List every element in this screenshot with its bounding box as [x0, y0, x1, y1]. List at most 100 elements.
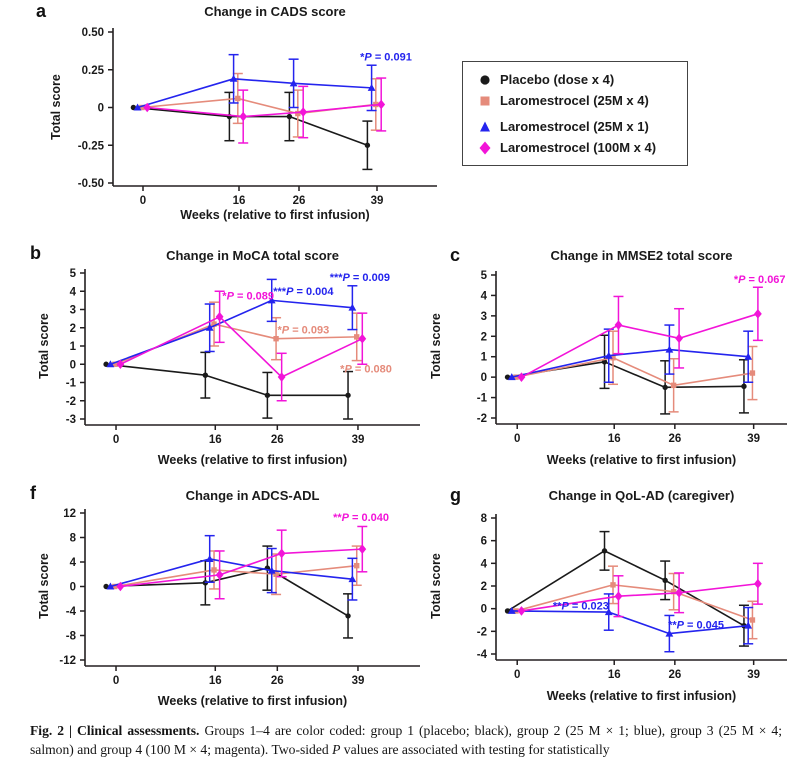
y-tick-label: -1	[66, 378, 77, 390]
series-line	[106, 363, 349, 397]
caption-body-1: Groups 1–4 are color coded: group 1 (pla…	[30, 723, 782, 757]
circle-marker-icon	[480, 74, 490, 85]
y-tick-label: 0.25	[82, 65, 105, 77]
tick-labels: 0.50 0.25 0 -0.25 -0.50 0 16 26 39	[78, 27, 384, 207]
tick-labels: 5 4 3 2 1 0 -1 -2 -3 0 16 26 39	[66, 268, 365, 446]
series-line	[515, 356, 753, 387]
panel-f-letter: f	[30, 483, 36, 503]
y-tick-label: 2	[481, 581, 487, 593]
panel-g: g Change in QoL-AD (caregiver) Total sco…	[425, 478, 797, 718]
panel-g-plot: 8 6 4 2 0 -2 -4 0 16 26 39 **P = 0.023 **P = 0.045	[477, 513, 787, 681]
panel-f: f Change in ADCS-ADL Total score 12 8 4 0 -4…	[28, 478, 423, 718]
y-tick-label: 4	[481, 290, 488, 302]
y-tick-label: -4	[66, 606, 77, 618]
y-tick-label: 0	[98, 103, 104, 115]
p-value-annotation: *P = 0.089	[222, 290, 274, 302]
tick-labels: 5 4 3 2 1 0 -1 -2 0 16 26 39	[477, 270, 760, 445]
legend-item-placebo: Placebo (dose x 4)	[476, 69, 687, 90]
series-salmon	[513, 330, 758, 413]
y-tick-label: 0	[481, 372, 487, 384]
panel-c-plot: 5 4 3 2 1 0 -1 -2 0 16 26 39 *P = 0.067	[477, 270, 787, 445]
panel-b-letter: b	[30, 243, 41, 263]
y-tick-label: -8	[66, 631, 77, 643]
series-line	[106, 567, 349, 617]
y-tick-label: -12	[59, 655, 76, 667]
ticks	[80, 512, 359, 671]
x-tick-label: 39	[352, 675, 365, 687]
y-tick-label: -1	[477, 393, 488, 405]
p-value-annotation: **P = 0.045	[668, 620, 724, 632]
panel-a-title: Change in CADS score	[204, 4, 346, 19]
series-blue	[507, 324, 754, 383]
x-tick-label: 26	[293, 195, 306, 207]
y-tick-label: 4	[70, 557, 77, 569]
series-line	[507, 550, 745, 627]
series-line	[515, 584, 753, 621]
series-magenta	[517, 286, 763, 382]
series-black	[504, 334, 749, 415]
y-tick-label: 1	[481, 352, 488, 364]
ticks	[491, 517, 755, 665]
y-tick-label: -4	[477, 649, 488, 661]
x-tick-label: 0	[113, 434, 119, 446]
x-tick-label: 0	[113, 675, 119, 687]
y-tick-label: 3	[481, 311, 487, 323]
x-tick-label: 0	[140, 195, 146, 207]
x-tick-label: 39	[747, 433, 760, 445]
series-line	[521, 582, 758, 612]
panel-a-xlabel: Weeks (relative to first infusion)	[180, 208, 370, 222]
axes	[495, 514, 787, 661]
caption-lead: Fig. 2 | Clinical assessments.	[30, 723, 200, 738]
y-tick-label: -2	[477, 413, 487, 425]
p-value-annotation: ***P = 0.009	[330, 272, 390, 284]
series-line	[137, 78, 372, 109]
triangle-marker-icon	[480, 121, 490, 131]
figure-caption: Fig. 2 | Clinical assessments. Groups 1–…	[30, 722, 782, 779]
y-tick-label: 12	[63, 508, 76, 520]
panel-g-xlabel: Weeks (relative to first infusion)	[546, 689, 737, 703]
legend: Placebo (dose x 4) Laromestrocel (25M x …	[462, 61, 688, 166]
axes	[84, 509, 420, 667]
series-salmon	[139, 72, 381, 138]
p-value-annotation: **P = 0.040	[333, 512, 389, 524]
series-black	[130, 91, 373, 171]
ticks	[491, 274, 755, 429]
legend-label: Placebo (dose x 4)	[500, 72, 615, 87]
series-line	[521, 313, 759, 378]
y-tick-label: 5	[70, 268, 77, 280]
x-tick-label: 16	[209, 434, 222, 446]
y-tick-label: 5	[481, 270, 488, 282]
x-tick-label: 16	[608, 669, 621, 681]
p-value-annotation: *P = 0.067	[734, 274, 786, 286]
panel-a: a Change in CADS score Total score 0.50 0…	[35, 2, 445, 234]
series-line	[120, 316, 363, 378]
y-tick-label: 0	[70, 359, 76, 371]
legend-item-laromestrocel-25m1: Laromestrocel (25M x 1)	[476, 116, 687, 137]
axes	[84, 269, 420, 426]
x-tick-label: 39	[352, 434, 365, 446]
series-line	[511, 610, 749, 635]
panel-c-xlabel: Weeks (relative to first infusion)	[546, 453, 737, 467]
series-magenta	[116, 525, 368, 600]
series-blue	[106, 534, 358, 601]
panel-g-title: Change in QoL-AD (caregiver)	[548, 488, 735, 503]
legend-label: Laromestrocel (25M x 1)	[500, 119, 649, 134]
tick-labels: 8 6 4 2 0 -2 -4 0 16 26 39	[477, 513, 760, 681]
panel-f-xlabel: Weeks (relative to first infusion)	[157, 694, 348, 708]
series-line	[147, 103, 382, 118]
panel-f-plot: 12 8 4 0 -4 -8 -12 0 16 26 39 **P = 0.040	[59, 508, 420, 687]
square-marker-icon	[480, 96, 490, 105]
caption-p-italic: P	[332, 741, 341, 757]
panel-a-plot: 0.50 0.25 0 -0.25 -0.50 0 16 26 39 *P = 0.091	[78, 27, 437, 207]
p-value-annotation: ***P = 0.004	[273, 286, 334, 298]
panel-c: c Change in MMSE2 total score Total scor…	[425, 238, 797, 478]
y-tick-label: 3	[70, 305, 76, 317]
p-value-annotation: *P = 0.093	[278, 324, 330, 336]
y-tick-label: 4	[481, 558, 488, 570]
legend-label: Laromestrocel (100M x 4)	[500, 140, 657, 155]
y-tick-label: 2	[481, 331, 487, 343]
series-blue	[507, 593, 754, 653]
series-black	[103, 351, 354, 420]
